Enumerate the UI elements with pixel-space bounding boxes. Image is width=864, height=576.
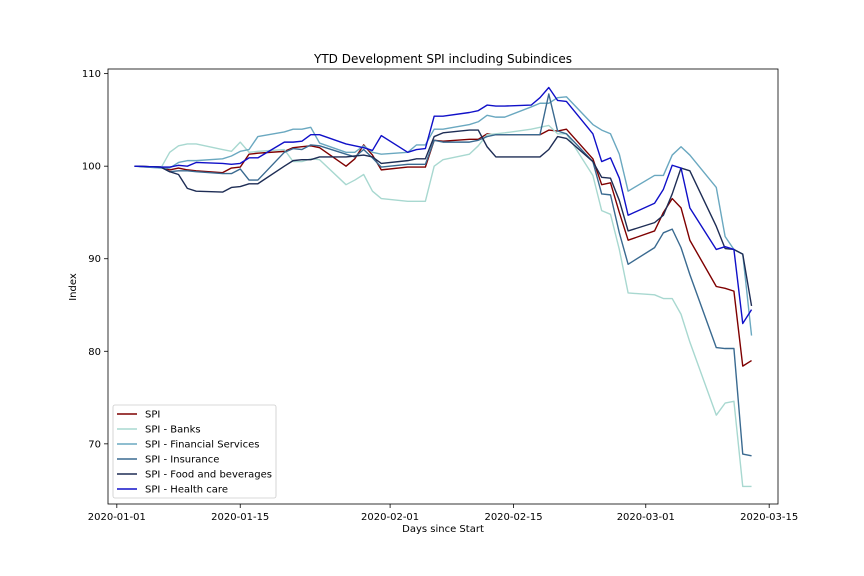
legend-entry: SPI - Banks (145, 425, 201, 436)
legend-entry: SPI (145, 410, 160, 421)
series-layer (134, 86, 753, 488)
y-tick-label: 70 (88, 439, 101, 450)
plot-frame (107, 68, 779, 505)
legend-box (112, 404, 277, 499)
legend-entry: SPI - Insurance (145, 455, 219, 466)
series-line-1 (134, 128, 752, 367)
y-tick-label: 110 (82, 69, 101, 80)
x-axis: 2020-01-01 2020-01-15 2020-02-01 2020-02-15… (88, 504, 798, 523)
x-tick-label: 2020-01-15 (211, 512, 269, 523)
x-tick-label: 2020-01-01 (88, 512, 146, 523)
series-line-3 (134, 96, 753, 336)
legend-entry: SPI - Health care (145, 485, 228, 496)
y-axis-label: Index (68, 273, 79, 301)
legend: SPI SPI - Banks SPI - Financial Services SP… (112, 404, 277, 499)
series-line-2 (134, 124, 752, 488)
x-tick-label: 2020-02-15 (484, 512, 542, 523)
x-tick-label: 2020-03-15 (740, 512, 798, 523)
legend-entry: SPI - Financial Services (145, 440, 259, 451)
x-tick-label: 2020-03-01 (617, 512, 675, 523)
x-axis-label: Days since Start (402, 524, 484, 535)
series-line-5 (134, 129, 753, 307)
series-line-4 (134, 93, 752, 457)
x-tick-label: 2020-02-01 (361, 512, 419, 523)
chart-title: YTD Development SPI including Subindices (313, 52, 572, 66)
legend-entry: SPI - Food and beverages (145, 470, 272, 481)
y-tick-label: 90 (88, 254, 101, 265)
series-line-6 (134, 86, 753, 325)
y-tick-label: 80 (88, 347, 101, 358)
y-tick-label: 100 (82, 162, 101, 173)
y-axis: 70 80 90 100 110 (82, 69, 108, 450)
